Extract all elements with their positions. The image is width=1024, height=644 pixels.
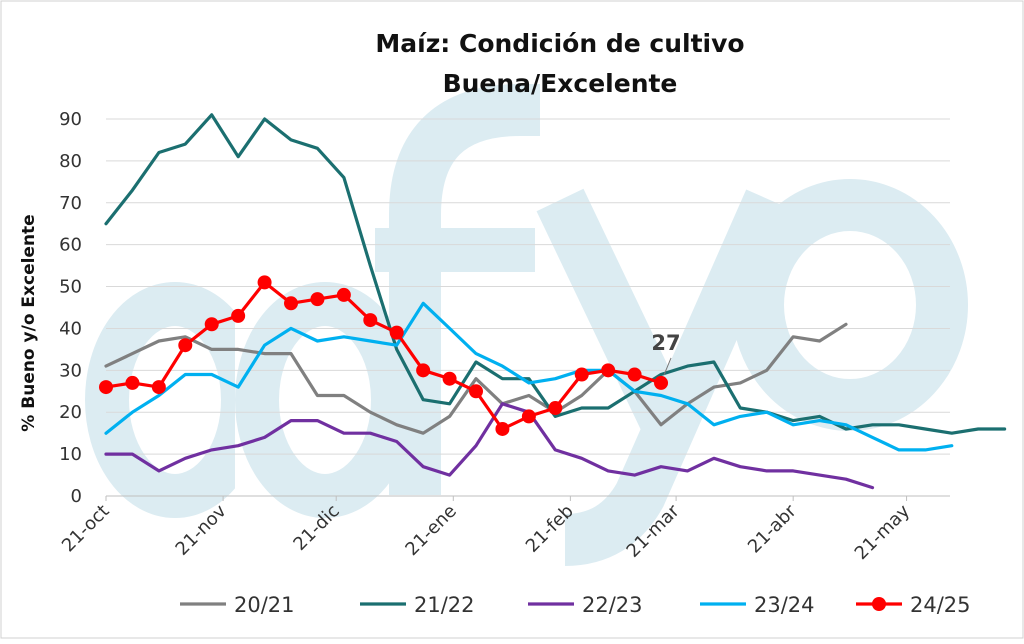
series-line-20-21 <box>104 322 848 435</box>
annotation: 27 <box>651 331 681 376</box>
legend-marker <box>872 597 886 611</box>
data-point-24-25 <box>284 296 299 311</box>
legend-label: 21/22 <box>414 593 475 617</box>
y-tick-label: 80 <box>59 151 82 172</box>
legend: 20/21 21/22 22/23 23/24 24/25 <box>180 593 971 617</box>
data-point-24-25 <box>363 313 378 328</box>
data-point-24-25 <box>416 363 431 378</box>
y-tick-label: 20 <box>59 402 82 423</box>
data-point-24-25 <box>125 375 140 390</box>
y-tick-label: 30 <box>59 360 82 381</box>
y-tick-label: 60 <box>59 235 82 256</box>
y-axis-ticks: 0 10 20 30 40 50 60 70 80 90 <box>59 109 82 507</box>
y-axis-label: % Bueno y/o Excelente <box>19 214 39 431</box>
y-tick-label: 10 <box>59 444 82 465</box>
data-point-24-25 <box>257 275 272 290</box>
legend-label: 23/24 <box>754 593 815 617</box>
legend-label: 24/25 <box>910 593 971 617</box>
annotation-label: 27 <box>651 331 680 355</box>
data-point-24-25 <box>178 338 193 353</box>
data-point-24-25 <box>521 409 536 424</box>
data-point-24-25 <box>204 317 219 332</box>
chart-title-line1: Maíz: Condición de cultivo <box>375 29 744 58</box>
legend-label: 22/23 <box>582 593 643 617</box>
data-point-24-25 <box>310 292 325 307</box>
gridlines <box>106 118 950 455</box>
data-point-24-25 <box>442 371 457 386</box>
series-line-22-23 <box>104 402 875 490</box>
series-line-23-24 <box>104 301 954 452</box>
data-point-24-25 <box>389 325 404 340</box>
annotation-leader <box>663 357 672 376</box>
data-point-24-25 <box>654 375 669 390</box>
series-lines <box>99 113 1007 490</box>
data-point-24-25 <box>495 421 510 436</box>
legend-label: 20/21 <box>234 593 295 617</box>
y-tick-label: 70 <box>59 193 82 214</box>
y-tick-label: 0 <box>71 486 82 507</box>
chart-title-line2: Buena/Excelente <box>443 69 678 98</box>
data-point-24-25 <box>627 367 642 382</box>
data-point-24-25 <box>574 367 589 382</box>
data-point-24-25 <box>336 287 351 302</box>
data-point-24-25 <box>601 363 616 378</box>
y-tick-label: 50 <box>59 277 82 298</box>
data-point-24-25 <box>99 380 113 395</box>
data-point-24-25 <box>548 401 563 416</box>
series-line-24-25 <box>104 280 663 431</box>
y-tick-label: 90 <box>59 109 82 130</box>
data-point-24-25 <box>469 384 484 399</box>
data-point-24-25 <box>151 380 166 395</box>
y-tick-label: 40 <box>59 318 82 339</box>
data-point-24-25 <box>231 308 246 323</box>
